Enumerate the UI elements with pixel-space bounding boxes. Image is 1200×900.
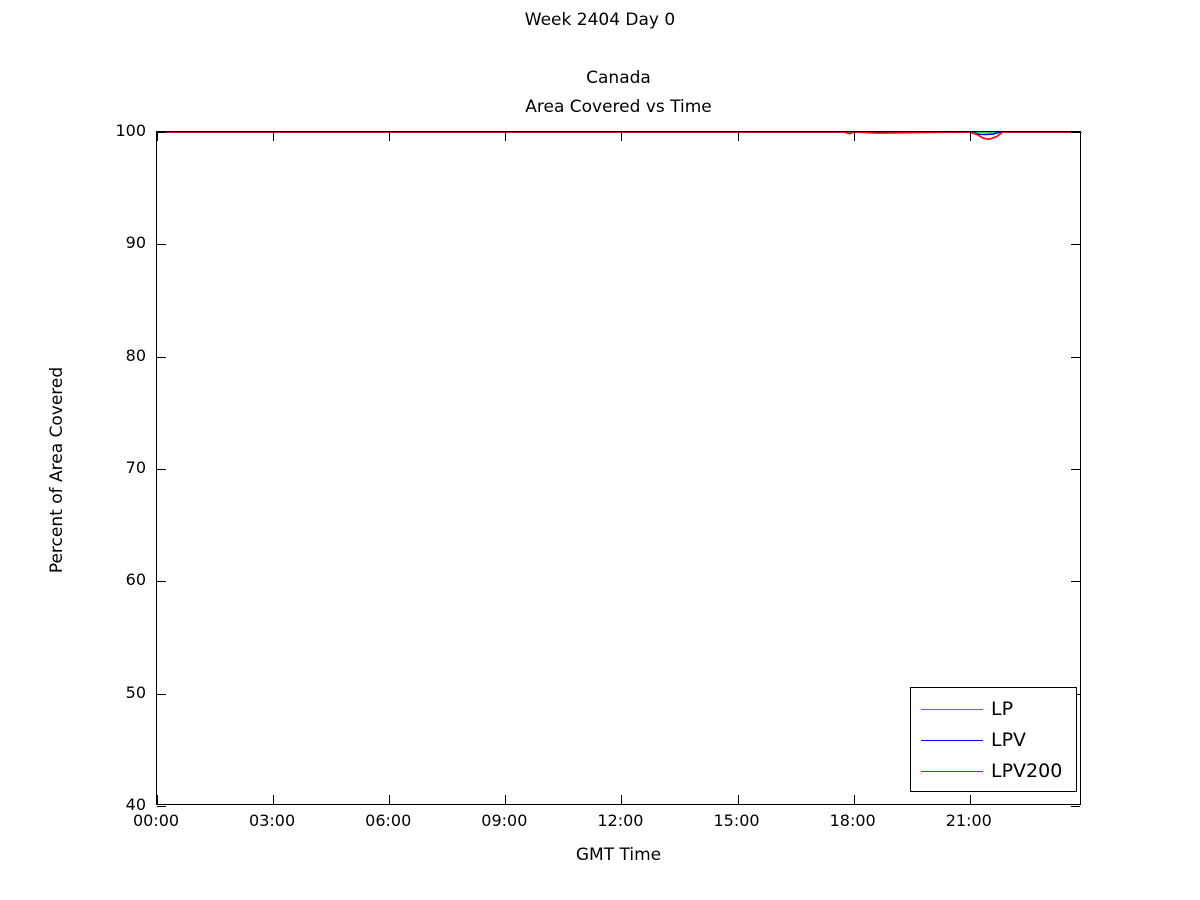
y-tick-40 xyxy=(1071,806,1080,807)
y-tick-label-60: 60 xyxy=(125,570,146,590)
y-tick-90 xyxy=(1071,244,1080,246)
y-tick-label-90: 90 xyxy=(125,233,146,253)
y-tick-label-80: 80 xyxy=(125,345,146,365)
y-tick-70 xyxy=(157,469,166,470)
legend-item-lp[interactable]: LP xyxy=(911,694,1076,725)
x-tick-9 xyxy=(505,795,507,804)
legend-item-lpv200[interactable]: LPV200 xyxy=(911,756,1076,787)
x-tick-3 xyxy=(273,795,275,804)
x-tick-15 xyxy=(737,795,739,804)
x-tick-6 xyxy=(389,795,391,804)
y-tick-40 xyxy=(157,806,166,807)
y-tick-90 xyxy=(157,244,166,246)
x-tick-0 xyxy=(157,795,158,804)
x-tick-label-1800: 18:00 xyxy=(829,811,876,830)
plot-lines xyxy=(157,132,1082,141)
y-tick-50 xyxy=(157,693,166,695)
x-tick-label-2100: 21:00 xyxy=(945,811,992,830)
series-line-lpv200 xyxy=(157,132,1082,141)
legend-label-lp: LP xyxy=(991,698,1014,720)
y-tick-60 xyxy=(1071,581,1080,583)
y-tick-80 xyxy=(1071,356,1080,358)
y-tick-100 xyxy=(157,132,166,133)
x-tick-15 xyxy=(737,132,739,141)
y-tick-80 xyxy=(157,356,166,358)
chart-legend: LP LPV LPV200 xyxy=(910,687,1077,792)
x-tick-9 xyxy=(505,132,507,141)
x-tick-6 xyxy=(389,132,391,141)
y-axis-title: Percent of Area Covered xyxy=(47,366,67,574)
x-axis-title: GMT Time xyxy=(575,845,662,865)
x-tick-12 xyxy=(621,795,623,804)
x-tick-label-0000: 00:00 xyxy=(132,811,180,830)
y-tick-70 xyxy=(1071,469,1080,470)
x-tick-12 xyxy=(621,132,623,141)
super-title: Week 2404 Day 0 xyxy=(524,10,676,30)
chart-title-line1: Canada xyxy=(586,68,651,88)
x-tick-0 xyxy=(157,132,158,141)
legend-swatch-lpv200-icon xyxy=(921,771,983,772)
series-line-lpv xyxy=(157,132,1082,136)
y-tick-60 xyxy=(157,581,166,583)
x-tick-21 xyxy=(969,795,971,804)
chart-title: Canada Area Covered vs Time xyxy=(156,64,1081,122)
x-tick-18 xyxy=(853,795,855,804)
y-tick-label-50: 50 xyxy=(125,682,146,702)
y-tick-label-40: 40 xyxy=(125,795,146,814)
plot-area xyxy=(156,131,1082,807)
x-tick-label-1200: 12:00 xyxy=(597,811,644,830)
x-tick-3 xyxy=(273,132,275,141)
legend-swatch-lpv-icon xyxy=(921,740,983,741)
legend-label-lpv200: LPV200 xyxy=(991,760,1063,782)
x-tick-label-0900: 09:00 xyxy=(481,811,528,830)
x-tick-label-0600: 06:00 xyxy=(365,811,412,830)
legend-label-lpv: LPV xyxy=(991,729,1027,751)
chart-title-line2: Area Covered vs Time xyxy=(525,97,712,117)
legend-item-lpv[interactable]: LPV xyxy=(911,725,1076,756)
y-tick-label-100: 100 xyxy=(115,121,146,140)
x-tick-18 xyxy=(853,132,855,141)
y-tick-100 xyxy=(1071,132,1080,133)
x-tick-label-1500: 15:00 xyxy=(713,811,760,830)
legend-swatch-lp-icon xyxy=(921,709,983,710)
x-tick-21 xyxy=(969,132,971,141)
x-tick-label-0300: 03:00 xyxy=(249,811,296,830)
y-tick-label-70: 70 xyxy=(125,458,146,477)
